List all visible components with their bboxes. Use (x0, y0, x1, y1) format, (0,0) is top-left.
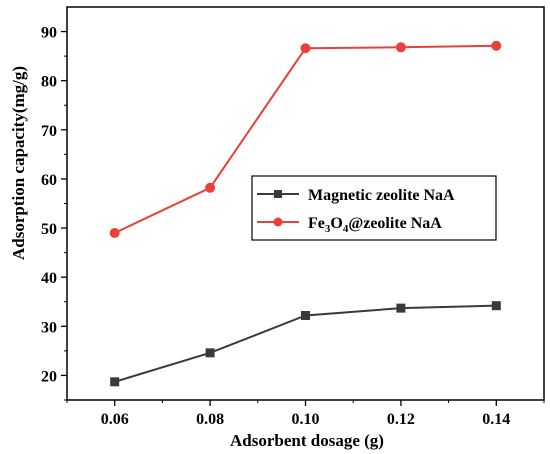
series-0-point-0 (110, 377, 120, 387)
series-1-point-3 (395, 42, 406, 53)
series-0-point-3 (396, 303, 406, 313)
x-axis-label: Adsorbent dosage (g) (230, 431, 384, 450)
legend-zeolite-part: @zeolite NaA (348, 215, 442, 232)
series-1-point-4 (491, 40, 502, 51)
y-tick-label-20: 20 (41, 368, 57, 385)
series-1-point-1 (205, 182, 216, 193)
y-tick-label-50: 50 (41, 221, 57, 238)
x-tick-label-0: 0.06 (101, 411, 129, 428)
series-0-point-1 (205, 348, 215, 358)
x-tick-label-3: 0.12 (387, 411, 415, 428)
legend-sub-4: 4 (343, 223, 349, 235)
series-layer (109, 40, 502, 387)
x-axis-ticks: 0.06 0.08 0.10 0.12 0.14 (66, 400, 545, 428)
legend-label-fe3o4: Fe3O4@zeolite NaA (308, 215, 442, 235)
series-0-point-4 (491, 301, 501, 311)
legend-o-part: O (330, 215, 342, 232)
legend-fe-part: Fe (308, 215, 325, 232)
y-tick-label-60: 60 (41, 172, 57, 189)
y-tick-label-80: 80 (41, 74, 57, 91)
y-tick-label-40: 40 (41, 270, 57, 287)
legend-label-magnetic: Magnetic zeolite NaA (308, 187, 455, 204)
legend-marker-circle (273, 217, 283, 227)
legend-sub-3: 3 (325, 223, 331, 235)
y-axis-ticks: 20 30 40 50 60 70 80 90 (41, 25, 67, 401)
y-tick-label-70: 70 (41, 123, 57, 140)
x-tick-label-2: 0.10 (292, 411, 320, 428)
y-tick-label-30: 30 (41, 319, 57, 336)
x-tick-label-4: 0.14 (482, 411, 510, 428)
series-0-point-2 (301, 311, 310, 321)
series-1-point-0 (109, 227, 120, 238)
y-tick-label-90: 90 (41, 25, 57, 42)
legend-box (251, 175, 497, 241)
series-1-point-2 (300, 43, 311, 54)
y-axis-label: Adsorption capacity(mg/g) (9, 66, 28, 260)
x-tick-label-1: 0.08 (196, 411, 224, 428)
legend-marker-square (274, 190, 282, 198)
legend: Magnetic zeolite NaA Fe3O4@zeolite NaA (251, 175, 497, 241)
